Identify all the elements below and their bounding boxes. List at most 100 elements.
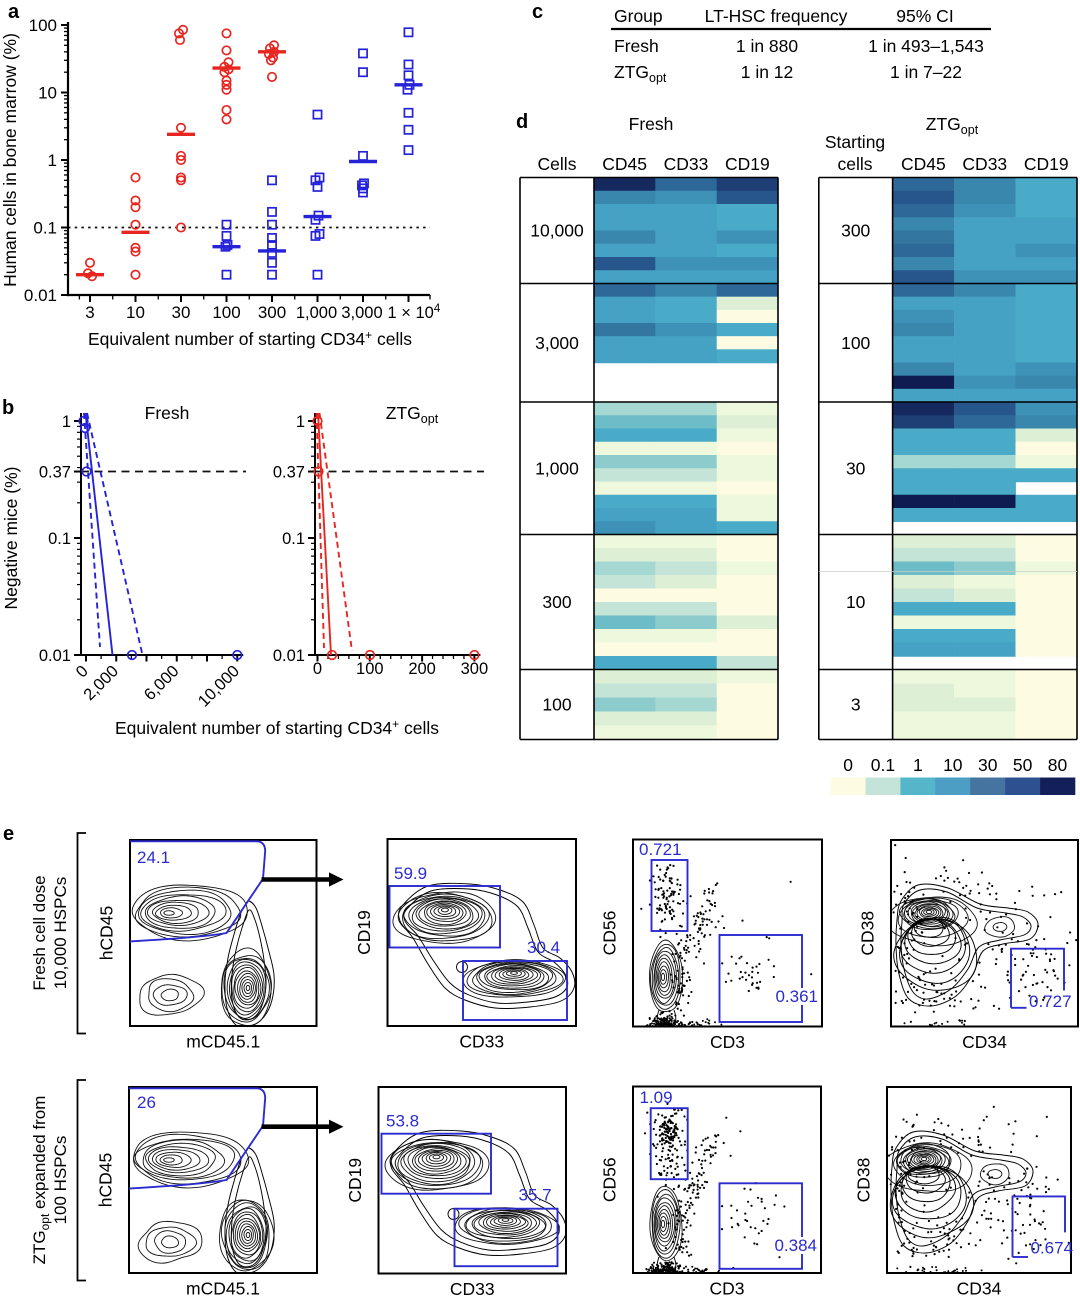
svg-text:30: 30 [172, 303, 191, 322]
svg-text:300: 300 [461, 660, 489, 678]
svg-text:hCD45: hCD45 [97, 906, 117, 960]
svg-text:10: 10 [943, 755, 963, 775]
svg-text:100: 100 [29, 16, 57, 35]
svg-text:0.361: 0.361 [775, 987, 818, 1006]
svg-text:30: 30 [978, 755, 998, 775]
svg-text:3,000: 3,000 [341, 304, 382, 322]
svg-text:0.1: 0.1 [48, 530, 71, 548]
svg-text:Fresh cell dose: Fresh cell dose [30, 875, 49, 990]
svg-text:0.1: 0.1 [871, 755, 895, 775]
svg-text:10,000: 10,000 [530, 221, 584, 241]
svg-text:Negative mice (%): Negative mice (%) [1, 467, 21, 610]
svg-text:mCD45.1: mCD45.1 [186, 1279, 260, 1297]
svg-text:Fresh: Fresh [614, 36, 659, 56]
svg-text:Equivalent number of starting: Equivalent number of starting CD34+ cell… [88, 328, 412, 349]
svg-text:10: 10 [846, 592, 866, 612]
svg-text:0: 0 [843, 755, 853, 775]
svg-text:1 in 12: 1 in 12 [741, 62, 794, 82]
svg-text:300: 300 [841, 221, 870, 241]
svg-text:Group: Group [614, 6, 663, 26]
svg-text:a: a [8, 1, 20, 23]
svg-text:CD38: CD38 [854, 1158, 874, 1203]
svg-text:c: c [532, 1, 543, 23]
svg-text:24.1: 24.1 [137, 848, 170, 867]
svg-text:CD56: CD56 [600, 911, 620, 956]
svg-text:100: 100 [542, 695, 571, 715]
svg-text:0.1: 0.1 [33, 219, 57, 238]
svg-text:CD38: CD38 [858, 911, 878, 956]
svg-text:CD19: CD19 [1024, 154, 1069, 174]
svg-text:hCD45: hCD45 [96, 1153, 116, 1207]
svg-text:3: 3 [851, 695, 861, 715]
svg-text:1: 1 [913, 755, 923, 775]
svg-text:d: d [516, 111, 528, 133]
svg-text:3: 3 [85, 303, 94, 322]
svg-text:200: 200 [408, 660, 436, 678]
svg-text:100: 100 [841, 333, 870, 353]
svg-text:0.674: 0.674 [1031, 1239, 1074, 1258]
svg-text:35.7: 35.7 [519, 1186, 552, 1205]
svg-text:0: 0 [313, 660, 322, 678]
svg-text:3,000: 3,000 [535, 333, 579, 353]
svg-text:80: 80 [1048, 755, 1068, 775]
svg-text:b: b [2, 397, 14, 419]
svg-text:300: 300 [542, 592, 571, 612]
svg-text:0.01: 0.01 [39, 647, 71, 665]
svg-text:0.727: 0.727 [1029, 992, 1072, 1011]
svg-text:0.37: 0.37 [39, 464, 71, 482]
svg-text:100: 100 [212, 303, 240, 322]
svg-text:26: 26 [137, 1093, 156, 1112]
svg-text:ZTGopt expanded from: ZTGopt expanded from [30, 1096, 52, 1265]
svg-text:10,000 HSPCs: 10,000 HSPCs [51, 877, 70, 989]
svg-text:1: 1 [48, 151, 57, 170]
svg-text:mCD45.1: mCD45.1 [186, 1032, 260, 1052]
svg-text:0.721: 0.721 [639, 840, 682, 859]
svg-text:1 × 104: 1 × 104 [388, 303, 441, 322]
svg-text:10: 10 [126, 303, 145, 322]
svg-text:CD19: CD19 [345, 1158, 365, 1203]
svg-text:cells: cells [837, 154, 872, 174]
svg-text:Cells: Cells [538, 154, 577, 174]
svg-text:CD34: CD34 [957, 1279, 1002, 1297]
svg-text:53.8: 53.8 [386, 1112, 419, 1131]
svg-text:30.4: 30.4 [527, 938, 560, 957]
svg-text:CD33: CD33 [664, 154, 709, 174]
svg-text:1 in 880: 1 in 880 [736, 36, 799, 56]
svg-text:0.01: 0.01 [273, 647, 305, 665]
svg-text:0.384: 0.384 [774, 1236, 817, 1255]
svg-text:Fresh: Fresh [145, 403, 190, 423]
svg-text:CD33: CD33 [450, 1279, 495, 1297]
svg-text:1 in 493–1,543: 1 in 493–1,543 [868, 36, 984, 56]
svg-text:Human cells in bone marrow (%): Human cells in bone marrow (%) [0, 33, 20, 287]
svg-text:1.09: 1.09 [640, 1088, 673, 1107]
svg-text:Fresh: Fresh [629, 114, 674, 134]
svg-text:1: 1 [62, 413, 71, 431]
svg-text:Starting: Starting [825, 132, 885, 152]
svg-text:LT-HSC frequency: LT-HSC frequency [705, 6, 848, 26]
svg-text:CD3: CD3 [709, 1279, 744, 1297]
svg-text:1: 1 [296, 413, 305, 431]
svg-text:CD33: CD33 [459, 1032, 504, 1052]
svg-text:CD34: CD34 [962, 1032, 1007, 1052]
svg-text:0.37: 0.37 [273, 464, 305, 482]
svg-text:CD19: CD19 [354, 910, 374, 955]
svg-text:CD45: CD45 [602, 154, 647, 174]
svg-text:CD45: CD45 [901, 154, 946, 174]
svg-text:1 in 7–22: 1 in 7–22 [890, 62, 962, 82]
svg-text:1,000: 1,000 [535, 458, 579, 478]
svg-text:10: 10 [38, 84, 57, 103]
svg-text:100 HSPCs: 100 HSPCs [51, 1136, 70, 1225]
svg-text:e: e [3, 823, 14, 845]
svg-text:0.1: 0.1 [282, 530, 305, 548]
svg-text:CD56: CD56 [600, 1157, 620, 1202]
svg-text:50: 50 [1013, 755, 1033, 775]
svg-text:0.01: 0.01 [24, 286, 57, 305]
svg-text:1,000: 1,000 [296, 304, 337, 322]
svg-text:CD3: CD3 [710, 1032, 745, 1052]
svg-text:30: 30 [846, 458, 866, 478]
svg-text:CD19: CD19 [725, 154, 770, 174]
svg-text:300: 300 [258, 303, 286, 322]
svg-text:100: 100 [356, 660, 384, 678]
svg-text:59.9: 59.9 [394, 864, 427, 883]
svg-text:95% CI: 95% CI [896, 6, 953, 26]
